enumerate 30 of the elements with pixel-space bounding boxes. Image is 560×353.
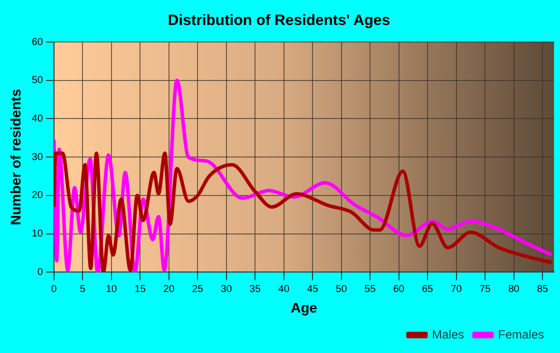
x-tick-label: 60 xyxy=(393,284,405,295)
chart-title: Distribution of Residents' Ages xyxy=(168,12,390,30)
y-tick-label: 60 xyxy=(32,36,44,48)
y-axis-title: Number of residents xyxy=(7,88,24,226)
x-tick-label: 75 xyxy=(479,284,492,295)
x-tick-label: 50 xyxy=(336,284,348,295)
x-tick-label: 0 xyxy=(51,284,58,295)
x-tick-label: 65 xyxy=(422,284,434,295)
x-tick-label: 10 xyxy=(106,284,118,295)
y-tick-label: 20 xyxy=(32,190,44,202)
legend-label: Females xyxy=(498,327,544,342)
y-tick-label: 50 xyxy=(32,75,44,86)
x-tick-label: 5 xyxy=(80,284,86,295)
x-tick-label: 70 xyxy=(450,284,462,295)
x-tick-label: 85 xyxy=(536,284,549,295)
x-tick-label: 30 xyxy=(220,284,232,295)
y-tick-label: 0 xyxy=(37,266,44,278)
x-tick-label: 15 xyxy=(134,284,146,295)
x-tick-label: 25 xyxy=(192,284,204,295)
y-tick-label: 30 xyxy=(32,152,44,163)
x-tick-label: 45 xyxy=(307,284,319,295)
legend-label: Males xyxy=(432,327,464,342)
y-tick-label: 10 xyxy=(32,228,44,240)
x-axis-title: Age xyxy=(290,299,318,316)
x-tick-label: 20 xyxy=(163,284,175,295)
x-tick-label: 40 xyxy=(278,284,290,295)
x-tick-label: 35 xyxy=(250,284,262,295)
x-tick-label: 80 xyxy=(508,284,520,295)
x-tick-label: 55 xyxy=(364,284,376,295)
y-tick-label: 40 xyxy=(32,113,44,124)
